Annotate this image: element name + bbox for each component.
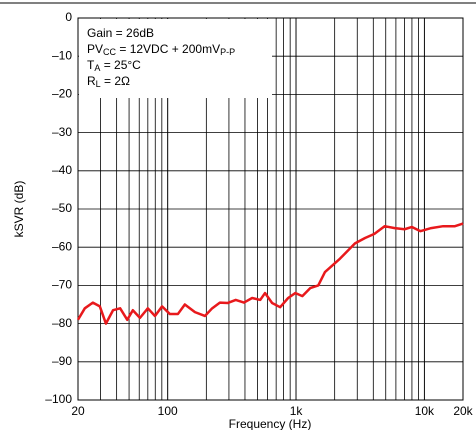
annotation-box [79,19,272,98]
y-tick-label: –30 [52,125,72,139]
x-tick-label: 20 [71,404,85,418]
data-line [76,222,464,325]
annotation-text: = 2Ω [101,74,130,88]
y-tick-label: –80 [52,316,72,330]
y-tick-label: –70 [52,278,72,292]
annotation-subscript: L [96,79,101,89]
annotation-text: Gain = 26dB [87,26,154,40]
annotation-subscript: A [94,63,100,73]
annotation-subscript: P-P [220,47,235,57]
plot-frame [77,17,464,401]
annotation-text: = 12VDC + 200mV [116,42,220,56]
x-tick-label: 20k [453,404,473,418]
annotation: Gain = 26dB PVCC = 12VDC + 200mVP-P TA = 2… [87,26,235,89]
y-tick-label: –50 [52,201,72,215]
y-tick-label: 0 [65,10,72,24]
y-tick-label: –40 [52,163,72,177]
annotation-text: R [87,74,96,88]
x-tick-label: 1k [290,404,304,418]
y-tick-label: –10 [52,48,72,62]
annotation-text: T [87,58,95,72]
annotation-text: = 25°C [100,58,141,72]
x-tick-label: 100 [158,404,178,418]
y-tick-label: –100 [45,392,72,406]
x-axis-label: Frequency (Hz) [229,417,312,430]
y-axis-label: kSVR (dB) [12,181,26,238]
y-tick-label: –60 [52,239,72,253]
annotation-text: PV [87,42,103,56]
annotation-subscript: CC [103,47,116,57]
y-tick-label: –20 [52,87,72,101]
x-tick-label: 10k [415,404,435,418]
y-tick-label: –90 [52,354,72,368]
